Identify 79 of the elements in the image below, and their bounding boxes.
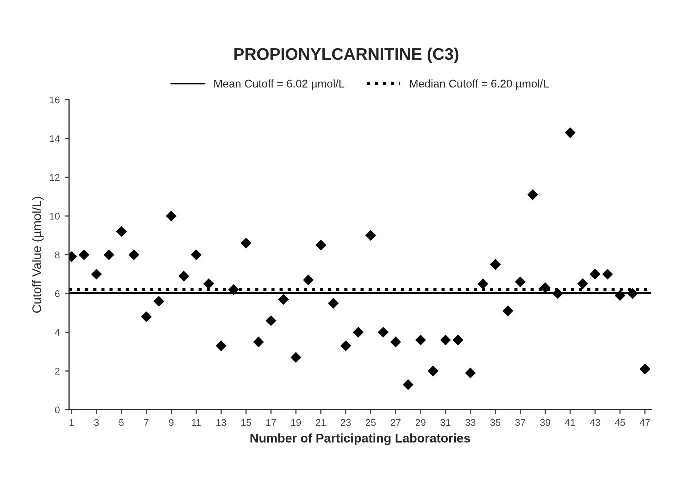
point (216, 340, 227, 352)
point (590, 268, 601, 280)
point (266, 315, 277, 326)
point (378, 327, 389, 338)
x-tick-label: 37 (516, 419, 526, 426)
point (340, 340, 352, 352)
x-tick-label: 5 (119, 419, 124, 426)
x-tick-label: 11 (192, 419, 202, 426)
x-tick-label: 35 (490, 419, 501, 426)
x-tick-label: 29 (416, 419, 426, 426)
point (528, 190, 538, 200)
point (204, 278, 214, 290)
x-tick-label: 41 (565, 419, 576, 426)
point (402, 379, 414, 390)
x-tick-label: 25 (366, 419, 376, 426)
y-tick-label: 2 (55, 368, 60, 375)
x-tick-label: 7 (144, 419, 149, 426)
point (440, 334, 452, 346)
point (316, 240, 326, 251)
point (478, 278, 489, 290)
x-tick-label: 33 (466, 419, 476, 426)
point (502, 306, 514, 317)
y-tick-label: 4 (55, 329, 60, 336)
point (353, 327, 364, 338)
y-axis-title: Cutoff Value (µmol/L) (32, 197, 44, 313)
y-tick-label: 14 (50, 136, 60, 142)
point (154, 296, 164, 307)
point (166, 210, 177, 222)
y-tick-label: 10 (50, 212, 60, 220)
x-tick-label: 27 (390, 419, 401, 426)
point (104, 250, 115, 260)
point (253, 336, 264, 348)
x-tick-label: 19 (292, 419, 302, 426)
point (91, 268, 102, 280)
point (465, 368, 476, 379)
x-tick-label: 13 (216, 419, 226, 426)
point (565, 128, 576, 138)
point (78, 250, 90, 260)
point (191, 250, 202, 260)
x-tick-label: 21 (316, 419, 326, 426)
point (328, 298, 339, 309)
point (602, 268, 614, 280)
point (116, 226, 128, 238)
point (490, 259, 501, 270)
y-tick-label: 12 (50, 174, 60, 182)
legend-label: Median Cutoff = 6.20 µmol/L (410, 80, 549, 90)
point (366, 230, 376, 242)
x-tick-label: 15 (242, 419, 252, 426)
x-tick-label: 39 (540, 419, 550, 426)
legend-label: Mean Cutoff = 6.02 µmol/L (214, 80, 345, 90)
x-tick-label: 17 (266, 419, 276, 426)
x-tick-label: 1 (70, 419, 74, 426)
x-tick-label: 31 (440, 419, 451, 426)
x-tick-label: 45 (615, 419, 626, 426)
point (141, 312, 152, 322)
x-tick-label: 43 (590, 419, 600, 426)
x-axis-title: Number of Participating Laboratories (250, 434, 470, 446)
point (515, 276, 526, 288)
point (178, 270, 190, 282)
y-tick-label: 0 (55, 406, 60, 414)
point (278, 294, 290, 305)
point (390, 336, 402, 348)
point (415, 334, 426, 346)
point (452, 334, 464, 346)
point (128, 250, 140, 260)
y-tick-label: 6 (55, 290, 60, 298)
y-tick-label: 8 (55, 252, 60, 259)
x-tick-label: 9 (169, 419, 174, 426)
x-tick-label: 3 (94, 419, 99, 426)
point (640, 364, 651, 375)
x-tick-label: 23 (341, 419, 352, 426)
chart-title: PROPIONYLCARNITINE (C3) (234, 48, 459, 64)
point (240, 238, 252, 249)
point (577, 278, 588, 290)
x-tick-label: 47 (640, 419, 650, 426)
point (428, 366, 439, 377)
point (290, 352, 302, 364)
point (303, 274, 314, 286)
y-tick-label: 16 (50, 96, 60, 104)
